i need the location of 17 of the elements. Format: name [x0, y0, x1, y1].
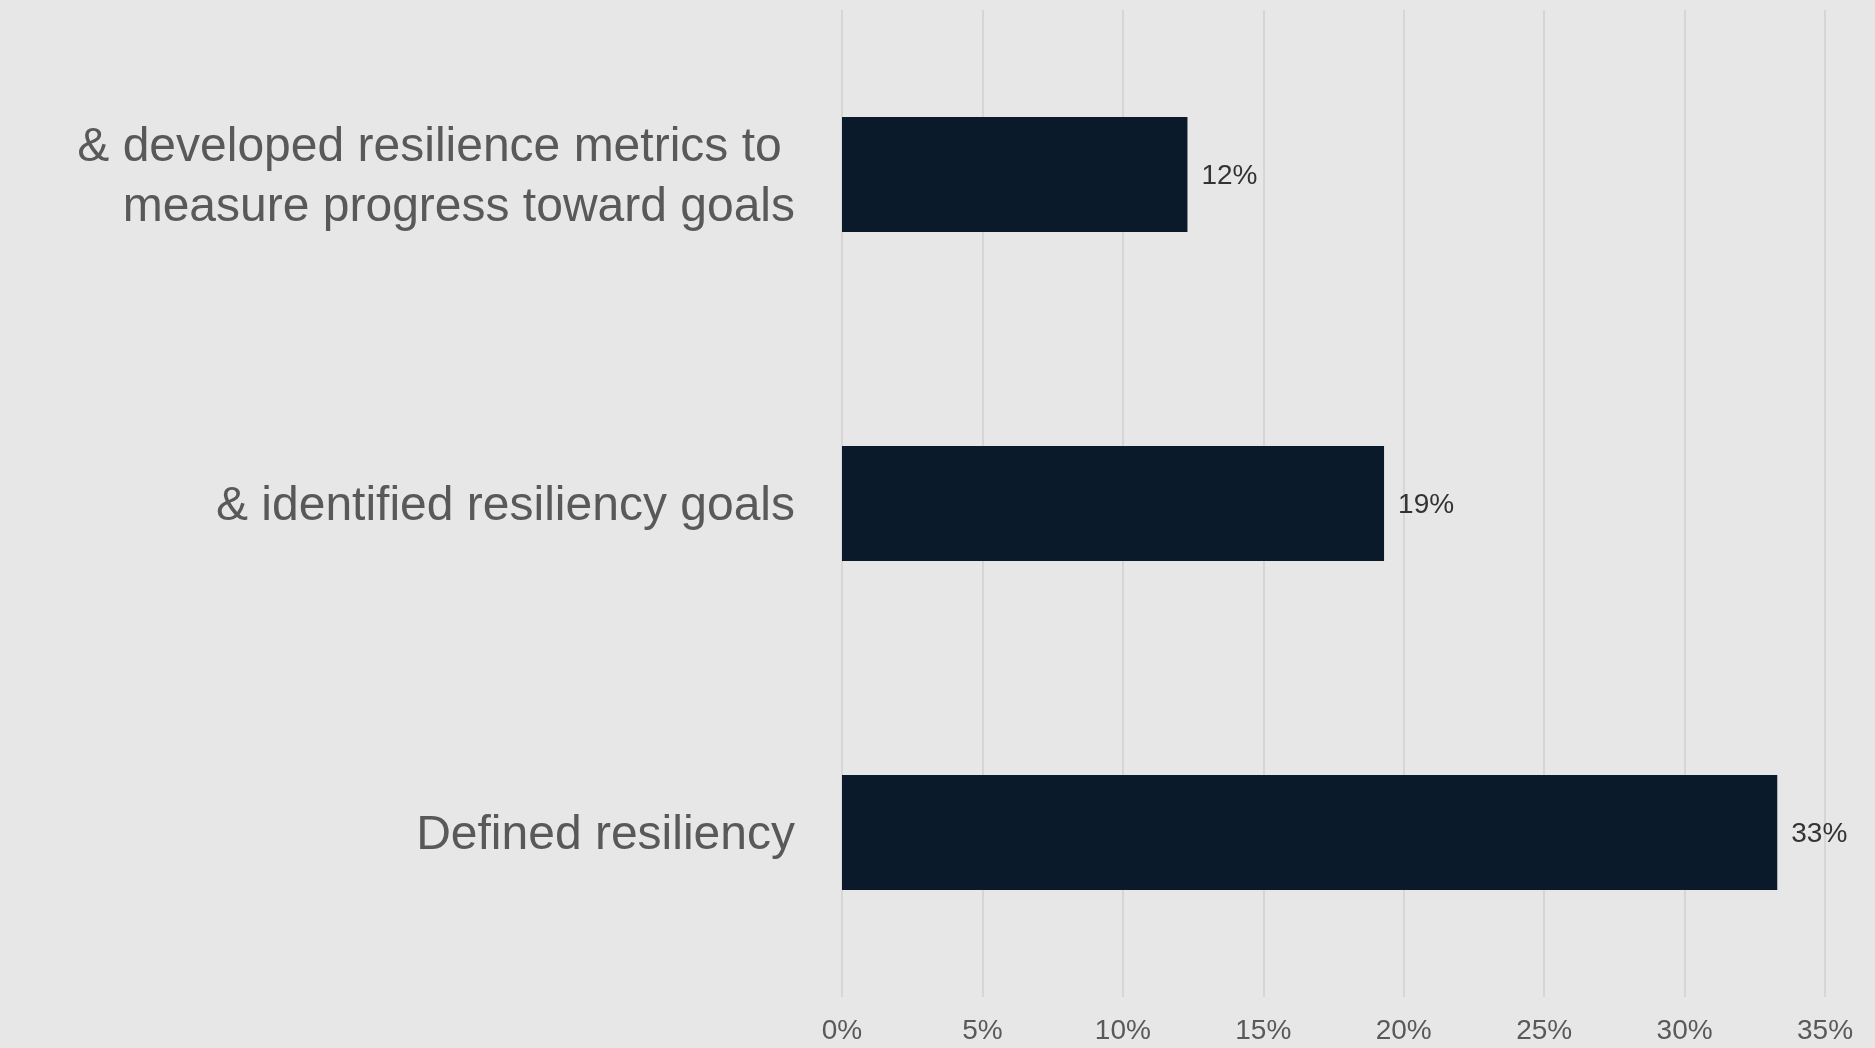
- data-label: 12%: [1201, 159, 1258, 190]
- data-label: 19%: [1398, 488, 1455, 519]
- bar: [842, 445, 1385, 562]
- y-tick-label: Defined resiliency: [416, 806, 795, 859]
- x-tick-label: 5%: [962, 1013, 1003, 1045]
- x-tick-label: 15%: [1235, 1013, 1292, 1045]
- bar: [842, 774, 1778, 891]
- x-tick-label: 25%: [1516, 1013, 1573, 1045]
- x-tick-label: 30%: [1656, 1013, 1713, 1045]
- x-tick-label: 20%: [1375, 1013, 1432, 1045]
- bar: [842, 116, 1188, 233]
- x-tick-label: 0%: [821, 1013, 863, 1045]
- x-tick-label: 10%: [1094, 1013, 1151, 1045]
- x-tick-label: 35%: [1796, 1013, 1854, 1045]
- y-tick-label: & developed resilience metrics to measure progress toward goals: [77, 118, 795, 231]
- data-label: 33%: [1791, 817, 1848, 848]
- y-tick-label: & identified resiliency goals: [216, 477, 795, 530]
